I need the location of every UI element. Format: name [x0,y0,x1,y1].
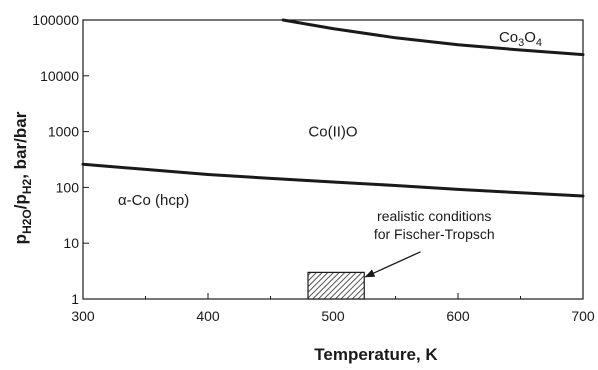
y-axis-title-sub1: H2O [20,209,34,234]
co3o4-mid: O [524,29,536,46]
y-axis-title-unit: , bar/bar [11,111,30,178]
co3o4-sub1: 3 [518,37,524,49]
y-tick-label: 1000 [48,124,79,140]
phase-boundary-1 [81,162,585,198]
phase-boundary-2 [281,18,585,57]
y-tick-label: 10 [63,235,79,251]
y-tick-label: 1 [71,291,79,307]
fischer-tropsch-region [307,271,365,300]
y-axis-title: pH2O/pH2, bar/bar [11,111,34,244]
co3o4-base: Co [499,29,518,46]
y-tick-label: 100000 [32,12,79,28]
region-label-co3o4: Co3O4 [499,29,542,49]
annotation-line-1: realistic conditions [377,208,491,224]
x-axis-title: Temperature, K [314,345,438,364]
x-tick-label: 600 [446,308,470,324]
plot-border [82,19,584,300]
annotation-line-2: for Fischer-Tropsch [374,226,495,242]
region-label-alpha-co: α-Co (hcp) [118,192,189,209]
plot-frame [82,19,584,300]
curves [81,18,585,198]
x-tick-label: 500 [321,308,345,324]
y-tick-label: 10000 [40,68,79,84]
axis-ticks: 300 400 500 600 700 1 10 100 1000 10000 100000 [32,12,595,324]
y-axis-title-p2: p [11,194,30,204]
x-tick-label: 400 [196,308,220,324]
region-label-coo: Co(II)O [308,124,357,141]
y-axis-title-slash: / [11,204,30,209]
annotation-arrow-line [364,251,421,278]
x-tick-label: 300 [71,308,95,324]
co3o4-sub2: 4 [536,37,542,49]
annotation-arrow [364,251,421,278]
y-tick-label: 100 [56,179,80,195]
y-axis-title-sub2: H2 [20,178,34,194]
x-tick-label: 700 [571,308,595,324]
fischer-tropsch-box [307,271,365,300]
y-axis-title-p1: p [11,234,30,244]
